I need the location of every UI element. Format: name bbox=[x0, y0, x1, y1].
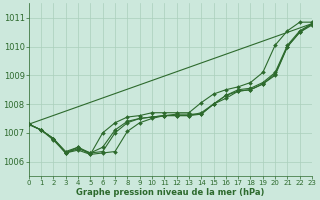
X-axis label: Graphe pression niveau de la mer (hPa): Graphe pression niveau de la mer (hPa) bbox=[76, 188, 265, 197]
